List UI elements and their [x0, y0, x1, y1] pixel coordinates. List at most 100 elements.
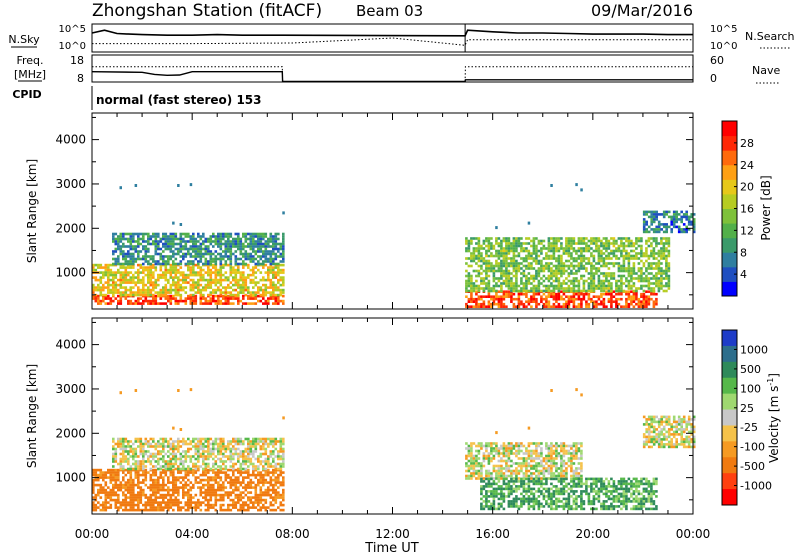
power-cell: [162, 245, 165, 248]
velocity-cell: [272, 460, 275, 463]
power-cell: [552, 237, 556, 240]
power-cell: [662, 237, 666, 240]
velocity-cell: [227, 457, 230, 461]
power-cell: [179, 299, 183, 303]
power-cell: [572, 259, 576, 263]
power-cell: [640, 274, 643, 278]
velocity-cell: [137, 496, 140, 499]
power-cell: [142, 276, 145, 279]
velocity-cell: [222, 508, 225, 512]
power-cell: [512, 244, 516, 248]
power-cell: [149, 278, 153, 282]
power-cell: [142, 286, 145, 289]
power-cell: [157, 240, 160, 243]
velocity-cell: [262, 442, 265, 446]
power-cell: [582, 267, 586, 270]
power-cell: [247, 294, 250, 298]
power-cell: [650, 252, 653, 255]
velocity-cell: [550, 449, 553, 453]
power-cell: [147, 273, 150, 277]
power-cell: [577, 254, 581, 258]
velocity-cell: [109, 503, 113, 507]
velocity-cell: [234, 478, 238, 482]
power-cell: [222, 237, 225, 241]
power-cell: [217, 232, 220, 236]
velocity-cell: [232, 455, 235, 458]
power-cell: [219, 291, 223, 294]
power-cell: [505, 252, 508, 255]
power-cell: [505, 242, 508, 245]
power-cell: [687, 223, 691, 226]
power-cell: [162, 242, 165, 246]
velocity-cell: [104, 488, 108, 492]
power-cell: [227, 257, 230, 261]
power-cell: [507, 284, 511, 288]
velocity-cell: [252, 471, 255, 474]
velocity-cell: [224, 476, 228, 479]
power-cell: [650, 223, 653, 226]
power-cell: [252, 260, 255, 263]
power-cell: [487, 242, 491, 245]
power-cell: [477, 237, 481, 240]
power-cell: [467, 300, 471, 303]
power-cell: [169, 266, 173, 269]
power-cell: [560, 284, 563, 288]
power-cell: [522, 272, 526, 275]
velocity-cell: [217, 493, 220, 497]
power-cell: [620, 269, 623, 273]
power-cell: [189, 283, 193, 287]
power-cell: [525, 254, 528, 258]
power-cell: [585, 300, 588, 303]
power-cell: [560, 272, 563, 275]
velocity-cell: [189, 460, 193, 463]
power-cell: [127, 237, 130, 241]
power-cell: [557, 264, 561, 268]
velocity-cell: [540, 447, 543, 450]
velocity-cell: [277, 491, 280, 494]
power-cell: [252, 235, 255, 238]
power-cell: [169, 271, 173, 274]
power-cell: [157, 278, 160, 282]
power-cell: [637, 262, 641, 265]
power-cell: [612, 272, 616, 275]
velocity-cell: [127, 442, 130, 446]
power-cell: [267, 299, 270, 303]
velocity-cell: [247, 468, 250, 472]
power-cell: [600, 287, 603, 290]
power-cell: [179, 255, 183, 258]
power-cell: [147, 262, 150, 266]
velocity-cell: [144, 468, 148, 472]
velocity-cell: [142, 481, 145, 484]
power-cell: [147, 288, 150, 292]
power-cell: [242, 266, 245, 269]
velocity-cell: [502, 452, 506, 455]
power-cell: [189, 273, 193, 277]
power-cell: [252, 286, 255, 289]
power-cell: [162, 250, 165, 253]
power-cell: [149, 237, 153, 241]
velocity-cell: [249, 491, 253, 494]
power-cell: [472, 300, 476, 303]
power-cell: [602, 247, 606, 250]
power-cell: [580, 257, 583, 260]
power-cell: [537, 302, 541, 306]
velocity-cell: [159, 473, 163, 477]
velocity-cell: [157, 508, 160, 512]
velocity-cell: [139, 462, 143, 466]
velocity-cell: [167, 467, 170, 471]
power-cell: [475, 292, 478, 296]
power-cell: [567, 279, 571, 283]
power-cell: [662, 272, 666, 275]
power-cell: [587, 295, 591, 298]
power-cell: [475, 249, 478, 253]
power-cell: [259, 262, 263, 266]
power-cell: [480, 252, 483, 255]
velocity-cell: [184, 455, 188, 458]
power-cell: [174, 257, 178, 261]
power-cell: [617, 274, 621, 278]
velocity-cell: [204, 450, 208, 453]
velocity-cell: [124, 440, 128, 443]
power-cell: [144, 245, 148, 248]
power-cell: [497, 302, 501, 306]
power-cell: [224, 240, 228, 243]
